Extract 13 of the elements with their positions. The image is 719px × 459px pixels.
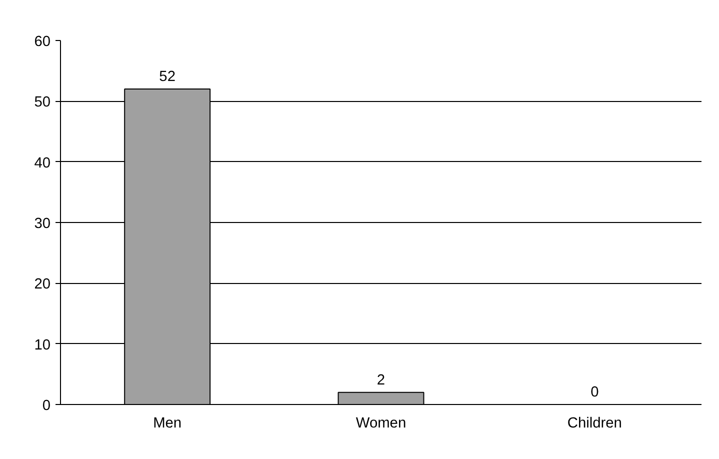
x-tick-label: Women — [356, 416, 406, 432]
y-tick-label: 30 — [34, 216, 51, 232]
y-tick-label: 20 — [34, 276, 51, 293]
x-tick-label: Men — [153, 416, 182, 432]
y-tick-label: 40 — [34, 155, 51, 172]
y-tick-label: 50 — [34, 94, 51, 111]
x-tick-label: Children — [567, 416, 622, 432]
data-label: 2 — [376, 372, 386, 388]
y-tick-label: 0 — [42, 398, 51, 414]
data-label: 0 — [590, 384, 599, 400]
y-tick-label: 60 — [34, 34, 51, 50]
data-label: 52 — [159, 69, 176, 86]
y-tick-label: 10 — [34, 337, 51, 354]
